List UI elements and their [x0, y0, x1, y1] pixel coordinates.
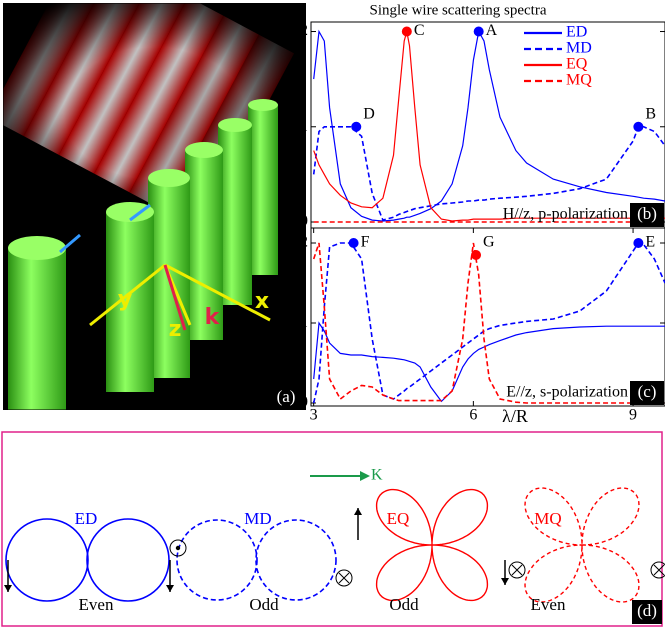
panel-label: (a)	[277, 387, 296, 406]
plot-frame	[310, 21, 665, 229]
point-label: G	[483, 234, 495, 251]
x-tick-label: 3	[310, 407, 318, 424]
panel-d-frame	[1, 431, 663, 627]
series-group	[312, 242, 665, 404]
marker-point	[473, 26, 484, 37]
pattern-parity: Even	[79, 595, 114, 614]
panel-label-bg	[630, 381, 664, 405]
x-axis-label: λ/R	[502, 406, 528, 426]
series-line	[313, 29, 665, 222]
y-tick-label: 1	[300, 117, 308, 134]
axis-letter: x	[255, 289, 269, 314]
series-line	[312, 242, 665, 404]
field-in-cross	[653, 564, 665, 576]
field-in-cross	[511, 564, 523, 576]
pattern-name: MD	[244, 509, 271, 528]
pattern-name: MQ	[534, 509, 561, 528]
current-arrowhead	[4, 585, 12, 592]
point-label: A	[486, 22, 498, 39]
point-label: F	[361, 234, 370, 251]
point-label: C	[414, 22, 425, 39]
point-label: B	[645, 105, 656, 122]
y-axis-label: Nsca	[286, 105, 305, 139]
current-arrowhead	[501, 578, 509, 585]
field-in	[650, 561, 665, 579]
axis-letter: z	[169, 317, 182, 342]
radiation-lobe	[5, 518, 89, 602]
panel-a-render	[3, 3, 306, 410]
radiation-lobe	[524, 487, 640, 603]
legend-label: ED	[566, 24, 587, 41]
marker-point	[471, 250, 482, 260]
pattern-parity: Odd	[389, 595, 419, 614]
radiation-lobe	[86, 518, 170, 602]
pattern-name: EQ	[387, 509, 410, 528]
panel-label-bg	[632, 600, 662, 624]
panel-label: (b)	[637, 204, 657, 223]
wave-arrowhead	[360, 471, 370, 481]
x-tick-label: 9	[629, 407, 637, 424]
radiation-lobe	[176, 519, 258, 601]
pattern-parity: Even	[531, 595, 566, 614]
y-tick-label: 0	[300, 394, 308, 411]
legend-label: MQ	[566, 72, 592, 89]
axis-letter: k	[205, 305, 221, 330]
series-group	[312, 29, 665, 223]
annotation: E//z, s-polarization	[506, 384, 628, 401]
point-label: E	[645, 234, 655, 251]
panel-label: (c)	[638, 382, 657, 401]
field-in	[335, 569, 353, 587]
legend-label: EQ	[566, 56, 588, 73]
radiation-lobe	[375, 488, 489, 602]
field-out-dot	[175, 545, 181, 551]
field-in-cross	[338, 572, 350, 584]
y-tick-label: 2	[300, 22, 308, 39]
panel-label: (d)	[637, 601, 657, 620]
marker-point	[351, 121, 362, 132]
chart-title: Single wire scattering spectra	[369, 2, 546, 18]
y-tick-label: 2	[300, 234, 308, 251]
series-line	[312, 242, 665, 404]
series-line	[313, 31, 665, 222]
x-tick-label: 6	[469, 407, 477, 424]
pattern-name: ED	[75, 509, 98, 528]
plot-frame	[310, 227, 665, 407]
marker-point	[401, 26, 412, 37]
panel-label-bg	[630, 203, 664, 227]
current-arrowhead	[354, 508, 362, 515]
series-line	[312, 126, 665, 222]
wave-label: K	[371, 467, 383, 484]
field-out	[169, 539, 187, 557]
annotation: H//z, p-polarization	[503, 206, 628, 223]
field-in	[508, 561, 526, 579]
y-axis-label: Nsca	[286, 302, 305, 336]
current-arrowhead	[166, 585, 174, 592]
marker-point	[348, 238, 359, 248]
legend-label: MD	[566, 40, 592, 57]
point-label: D	[363, 105, 375, 122]
pattern-parity: Odd	[249, 595, 279, 614]
y-tick-label: 1	[300, 314, 308, 331]
marker-point	[633, 238, 644, 248]
marker-point	[633, 121, 644, 132]
radiation-lobe	[255, 519, 337, 601]
y-tick-label: 0	[300, 213, 308, 230]
axis-letter: y	[118, 287, 132, 312]
